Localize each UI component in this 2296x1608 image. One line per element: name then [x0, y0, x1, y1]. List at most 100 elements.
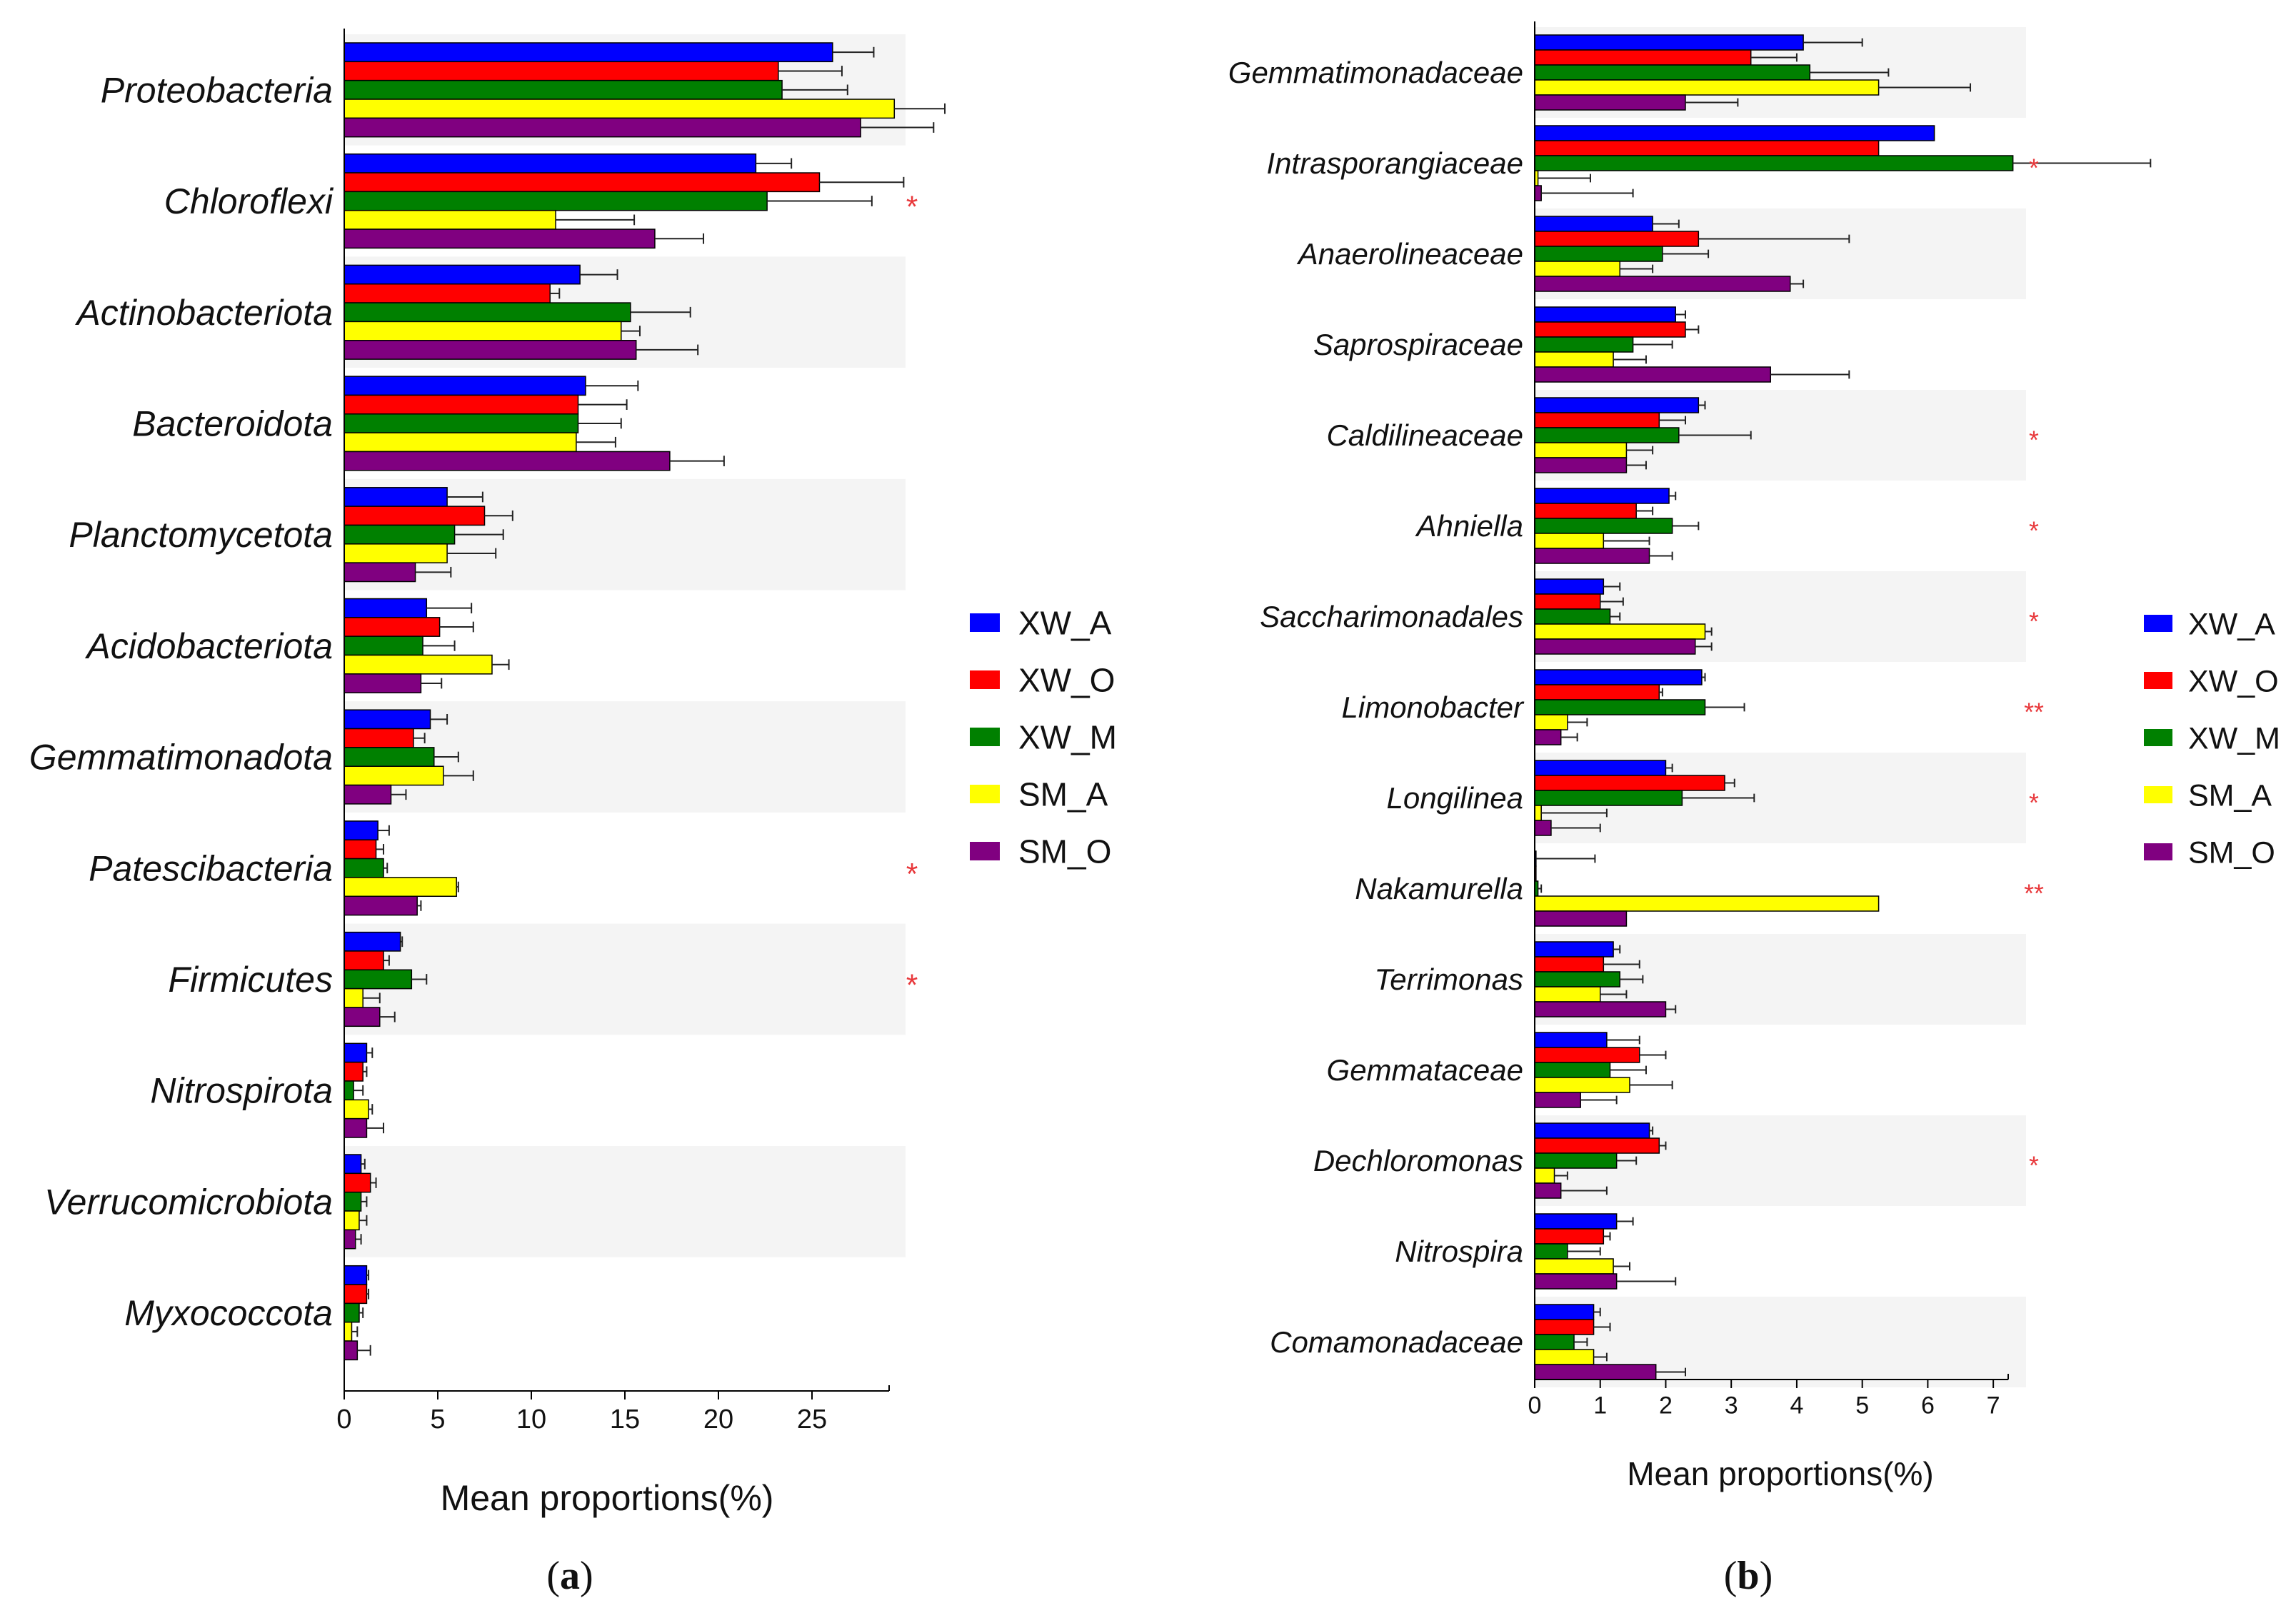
bar-sm-a — [1534, 623, 1706, 640]
bar-sm-o — [1534, 1364, 1657, 1380]
bar-xw-m — [1534, 518, 1673, 534]
legend-swatch-sm-o — [2144, 843, 2172, 860]
significance-mark: * — [2029, 788, 2039, 817]
x-tick-label: 0 — [336, 1405, 351, 1434]
bar-xw-a — [344, 42, 833, 63]
bar-sm-a — [344, 1099, 369, 1120]
bar-sm-o — [1534, 729, 1562, 745]
category-label: Chloroflexi — [164, 181, 334, 221]
x-tick-label: 20 — [703, 1405, 733, 1434]
category-label: Gemmatimonadota — [29, 738, 333, 778]
bar-xw-o — [344, 61, 779, 81]
category-label: Gemmataceae — [1327, 1053, 1523, 1087]
bar-xw-a — [344, 1154, 362, 1175]
bar-sm-a — [1534, 261, 1621, 277]
bar-xw-a — [344, 487, 448, 507]
bar-sm-a — [344, 99, 896, 119]
category-label: Actinobacteriota — [74, 293, 333, 333]
bar-sm-o — [344, 1229, 356, 1250]
x-tick-label: 25 — [797, 1405, 827, 1434]
bar-sm-o — [344, 562, 416, 583]
bar-sm-o — [344, 673, 422, 693]
bar-xw-m — [344, 635, 423, 656]
legend-swatch-xw-o — [2144, 672, 2172, 689]
bar-sm-o — [1534, 820, 1552, 836]
bar-xw-m — [344, 1080, 354, 1101]
bar-sm-o — [1534, 638, 1696, 655]
bar-sm-a — [344, 1210, 360, 1231]
legend-label: XW_O — [1018, 662, 1115, 699]
category-label: Saprospiraceae — [1313, 328, 1523, 361]
bar-xw-m — [1534, 427, 1680, 443]
bar-sm-o — [1534, 366, 1771, 383]
bar-xw-a — [1534, 578, 1605, 595]
bar-sm-o — [344, 1117, 368, 1138]
bar-xw-o — [344, 1284, 368, 1305]
bar-sm-o — [1534, 1001, 1667, 1017]
bar-sm-o — [344, 117, 861, 138]
bar-xw-o — [1534, 1228, 1605, 1245]
bar-xw-a — [344, 820, 379, 840]
bar-sm-a — [344, 654, 493, 675]
bar-xw-o — [1534, 321, 1686, 338]
x-tick-label: 6 — [1921, 1392, 1935, 1419]
bar-sm-a — [1534, 714, 1568, 730]
bar-xw-m — [1534, 64, 1811, 81]
bar-sm-o — [344, 1340, 359, 1361]
legend-swatch-sm-a — [970, 785, 1000, 803]
bar-xw-a — [1534, 1032, 1608, 1048]
bar-sm-a — [1534, 351, 1614, 368]
bar-xw-a — [1534, 216, 1653, 232]
legend-swatch-xw-m — [2144, 729, 2172, 746]
bar-xw-m — [344, 1302, 360, 1323]
bar-sm-o — [344, 895, 418, 916]
legend-label: SM_A — [2188, 778, 2272, 813]
bar-xw-m — [344, 524, 456, 545]
legend-label: XW_O — [2188, 664, 2279, 698]
bar-xw-o — [344, 506, 486, 526]
bar-xw-m — [1534, 336, 1634, 353]
bar-xw-a — [1534, 760, 1667, 776]
bar-xw-o — [1534, 775, 1725, 791]
bar-sm-o — [1534, 1092, 1581, 1108]
bar-xw-a — [344, 264, 581, 285]
bar-xw-m — [344, 1191, 362, 1212]
legend-label: SM_O — [1018, 833, 1111, 870]
category-label: Gemmatimonadaceae — [1228, 56, 1523, 89]
legend-label: SM_O — [2188, 835, 2275, 870]
bar-sm-a — [344, 765, 444, 786]
bar-xw-a — [344, 1042, 368, 1063]
bar-sm-a — [344, 543, 448, 563]
bar-sm-a — [1534, 533, 1605, 549]
bar-xw-o — [344, 1172, 371, 1193]
bar-sm-a — [1534, 442, 1628, 458]
category-label: Firmicutes — [168, 960, 333, 1000]
category-label: Nakamurella — [1355, 872, 1523, 905]
category-label: Intrasporangiaceae — [1266, 146, 1523, 180]
bar-xw-m — [1534, 1243, 1568, 1260]
bar-sm-a — [1534, 986, 1601, 1003]
bar-xw-o — [344, 172, 821, 193]
bar-xw-a — [1534, 1213, 1618, 1230]
bar-sm-o — [344, 228, 656, 249]
significance-mark: * — [906, 969, 918, 1003]
legend: XW_A XW_O XW_M SM_A SM_O — [2144, 607, 2280, 870]
bar-xw-a — [1534, 125, 1935, 141]
category-label: Saccharimonadales — [1260, 600, 1523, 633]
bar-xw-o — [1534, 412, 1660, 428]
chart-panel-a: Proteobacteria Chloroflexi * Actinobacterio… — [29, 29, 1117, 1598]
bar-xw-a — [344, 709, 431, 730]
bar-sm-a — [1534, 895, 1880, 912]
bar-xw-o — [1534, 49, 1752, 66]
panel-label: (a) — [546, 1554, 593, 1598]
bar-sm-a — [1534, 1167, 1555, 1184]
bar-xw-a — [1534, 1304, 1595, 1320]
bar-xw-m — [1534, 608, 1611, 625]
category-label: Comamonadaceae — [1270, 1325, 1523, 1359]
significance-mark: * — [2029, 154, 2039, 182]
bar-xw-a — [344, 931, 401, 952]
bar-xw-a — [344, 598, 428, 618]
x-axis-title: Mean proportions(%) — [1627, 1455, 1934, 1492]
legend-label: XW_A — [2188, 607, 2275, 641]
